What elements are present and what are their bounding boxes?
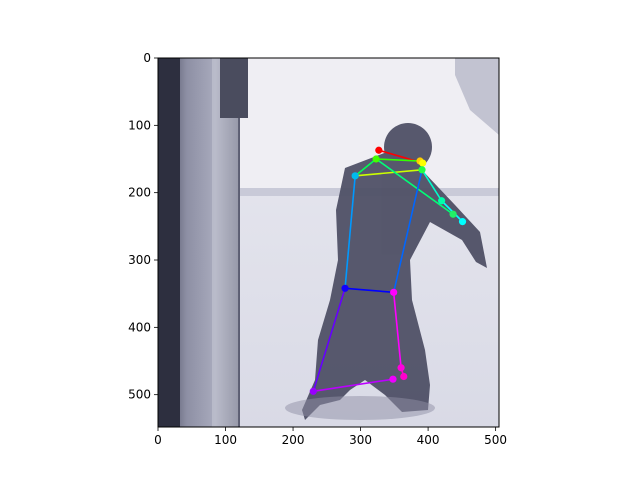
limb-shoulder-a-hip-a (344, 175, 356, 289)
keypoint-ankle-a (309, 387, 317, 395)
limb-neck-wrist-a (375, 158, 454, 215)
keypoint-shoulder-a (351, 172, 359, 180)
limb-shoulder-b-hip-b (392, 169, 423, 293)
x-tick-label: 500 (484, 433, 507, 447)
keypoint-nose (375, 146, 383, 154)
y-axis: 0 100 200 300 400 500 (128, 51, 158, 402)
y-tick-label: 400 (128, 320, 151, 334)
x-tick-label: 400 (417, 433, 440, 447)
skeleton-limbs (312, 149, 464, 393)
limb-shoulder-a-shoulder-b (355, 168, 423, 177)
keypoint-neck (372, 155, 380, 163)
x-tick-label: 200 (282, 433, 305, 447)
keypoint-knee-b (397, 364, 405, 372)
limb-ankle-a-ankle-b (313, 378, 394, 393)
limb-neck-shoulder-a (354, 158, 377, 177)
keypoint-hip-a (341, 284, 349, 292)
axes-frame (157, 57, 500, 428)
background-photo (158, 58, 499, 427)
keypoint-wrist-a (449, 210, 457, 218)
skeleton-keypoints (309, 146, 467, 395)
keypoint-knee-c (400, 372, 408, 381)
keypoint-shoulder-b (418, 166, 426, 174)
limb-shoulder-b-elbow (421, 169, 443, 202)
limb-hip-b-knee-b (392, 292, 402, 368)
keypoint-head-right-b (419, 159, 427, 167)
x-tick-label: 100 (214, 433, 237, 447)
keypoint-wrist-b (458, 218, 467, 226)
x-tick-label: 0 (154, 433, 162, 447)
y-tick-label: 100 (128, 118, 151, 132)
y-tick-label: 200 (128, 186, 151, 200)
keypoint-elbow (438, 197, 446, 205)
limb-neck-head-right-a (376, 158, 421, 162)
limb-hip-a-hip-b (344, 287, 394, 294)
x-tick-label: 300 (349, 433, 372, 447)
y-tick-label: 300 (128, 253, 151, 267)
keypoint-ankle-b (389, 375, 397, 383)
keypoint-hip-b (390, 288, 398, 296)
x-axis: 0 100 200 300 400 500 (154, 427, 507, 447)
y-tick-label: 0 (143, 51, 151, 65)
limb-hip-a-ankle-a (312, 288, 346, 392)
y-tick-label: 500 (128, 388, 151, 402)
